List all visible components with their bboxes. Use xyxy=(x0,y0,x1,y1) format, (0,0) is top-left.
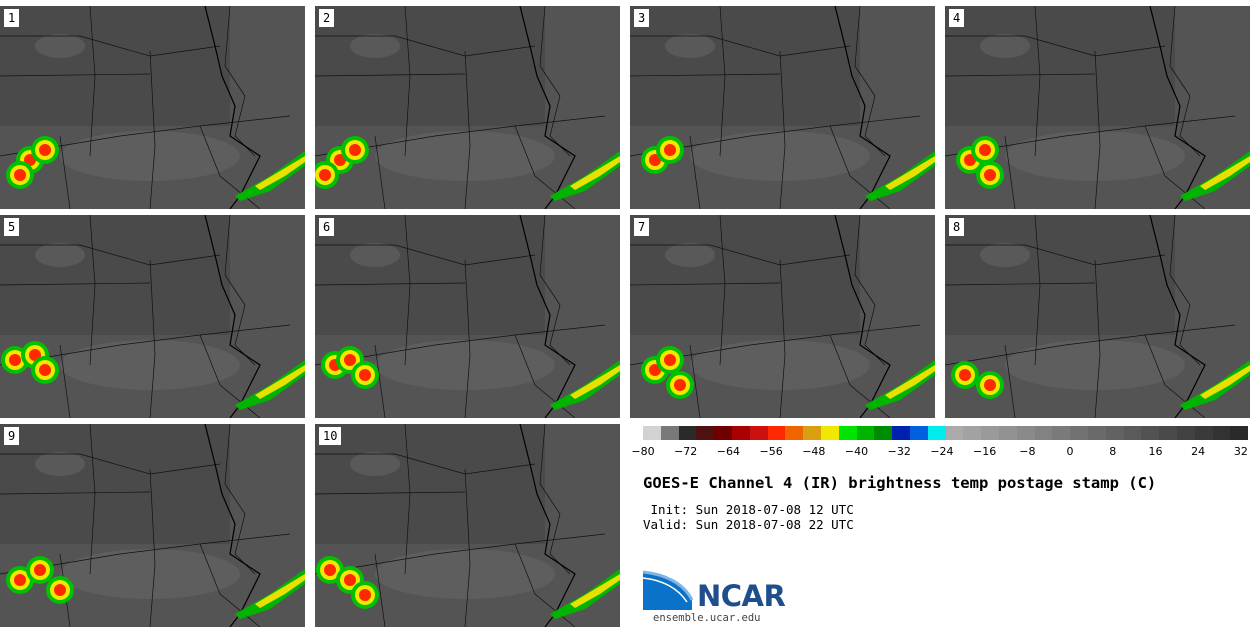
colorbar-bin xyxy=(927,426,946,440)
member-panel-2: 2 xyxy=(315,6,620,209)
member-number: 2 xyxy=(319,9,335,27)
colorbar-bin xyxy=(1052,426,1071,440)
member-number: 1 xyxy=(4,9,20,27)
member-number: 9 xyxy=(4,427,20,445)
satellite-map xyxy=(945,6,1250,209)
colorbar-tick-label: −40 xyxy=(844,445,869,458)
colorbar-bin xyxy=(678,426,697,440)
colorbar-tick-label: 24 xyxy=(1191,445,1206,458)
colorbar-bin xyxy=(963,426,982,440)
colorbar-bin xyxy=(892,426,910,440)
colorbar-bin xyxy=(856,426,875,440)
member-number: 4 xyxy=(949,9,965,27)
ncar-logo-text: NCAR xyxy=(697,579,786,613)
colorbar-bin xyxy=(785,426,804,440)
colorbar-bin xyxy=(696,426,715,440)
colorbar-tick-label: −16 xyxy=(973,445,997,458)
colorbar-bin xyxy=(874,426,893,440)
satellite-map xyxy=(315,215,620,418)
member-number: 8 xyxy=(949,218,965,236)
colorbar-bin xyxy=(945,426,964,440)
colorbar-bin xyxy=(1087,426,1106,440)
member-number: 3 xyxy=(634,9,650,27)
colorbar-bin xyxy=(731,426,750,440)
member-panel-9: 9 xyxy=(0,424,305,627)
product-title: GOES-E Channel 4 (IR) brightness temp po… xyxy=(643,474,1157,492)
colorbar-bin xyxy=(1105,426,1124,440)
colorbar-bin xyxy=(981,426,999,440)
member-panel-10: 10 xyxy=(315,424,620,627)
satellite-map xyxy=(0,424,305,627)
colorbar-bin xyxy=(1230,426,1249,440)
member-panel-7: 7 xyxy=(630,215,935,418)
colorbar-tick-label: −72 xyxy=(674,445,698,458)
colorbar-bin xyxy=(803,426,821,440)
colorbar-bin xyxy=(1176,426,1195,440)
colorbar-bin xyxy=(643,426,661,440)
colorbar-bin xyxy=(1159,426,1177,440)
valid-time: Valid: Sun 2018-07-08 22 UTC xyxy=(643,517,854,532)
colorbar-bin xyxy=(660,426,679,440)
colorbar-bin xyxy=(714,426,732,440)
colorbar-tick-label: −64 xyxy=(716,445,741,458)
colorbar-bin xyxy=(1016,426,1035,440)
colorbar-bin xyxy=(1070,426,1088,440)
colorbar-bin xyxy=(1123,426,1142,440)
satellite-map xyxy=(0,6,305,209)
colorbar-bin xyxy=(1141,426,1160,440)
colorbar xyxy=(643,426,1249,440)
colorbar-ticks: −80 −72 −64 −56 −48 −40 −32 −24 −16 −8 0 8 16 24 32 xyxy=(631,445,1253,459)
colorbar-tick-label: 16 xyxy=(1148,445,1163,458)
member-number: 7 xyxy=(634,218,650,236)
colorbar-bin xyxy=(1194,426,1213,440)
colorbar-tick-label: 8 xyxy=(1109,445,1117,458)
member-number: 6 xyxy=(319,218,335,236)
init-time: Init: Sun 2018-07-08 12 UTC xyxy=(643,502,854,517)
satellite-map xyxy=(630,6,935,209)
satellite-map xyxy=(945,215,1250,418)
colorbar-tick-label: −32 xyxy=(887,445,911,458)
colorbar-bin xyxy=(1212,426,1231,440)
member-panel-4: 4 xyxy=(945,6,1250,209)
colorbar-bin xyxy=(838,426,857,440)
colorbar-tick-label: −56 xyxy=(759,445,783,458)
satellite-map xyxy=(0,215,305,418)
member-panel-3: 3 xyxy=(630,6,935,209)
ncar-logo-icon xyxy=(643,570,694,610)
colorbar-tick-label: −48 xyxy=(802,445,826,458)
member-panel-1: 1 xyxy=(0,6,305,209)
site-url: ensemble.ucar.edu xyxy=(653,612,761,624)
colorbar-bin xyxy=(909,426,928,440)
colorbar-bin xyxy=(749,426,768,440)
colorbar-bin xyxy=(1034,426,1053,440)
colorbar-bin xyxy=(820,426,839,440)
member-panel-6: 6 xyxy=(315,215,620,418)
colorbar-tick-label: −8 xyxy=(1019,445,1036,458)
colorbar-bin xyxy=(767,426,786,440)
colorbar-tick-label: 0 xyxy=(1066,445,1074,458)
satellite-map xyxy=(315,6,620,209)
colorbar-tick-label: 32 xyxy=(1233,445,1248,458)
satellite-map xyxy=(315,424,620,627)
colorbar-tick-label: −80 xyxy=(631,445,655,458)
satellite-map xyxy=(630,215,935,418)
member-number: 10 xyxy=(319,427,342,445)
member-panel-8: 8 xyxy=(945,215,1250,418)
colorbar-tick-label: −24 xyxy=(930,445,954,458)
member-panel-5: 5 xyxy=(0,215,305,418)
member-number: 5 xyxy=(4,218,20,236)
colorbar-bin xyxy=(998,426,1017,440)
